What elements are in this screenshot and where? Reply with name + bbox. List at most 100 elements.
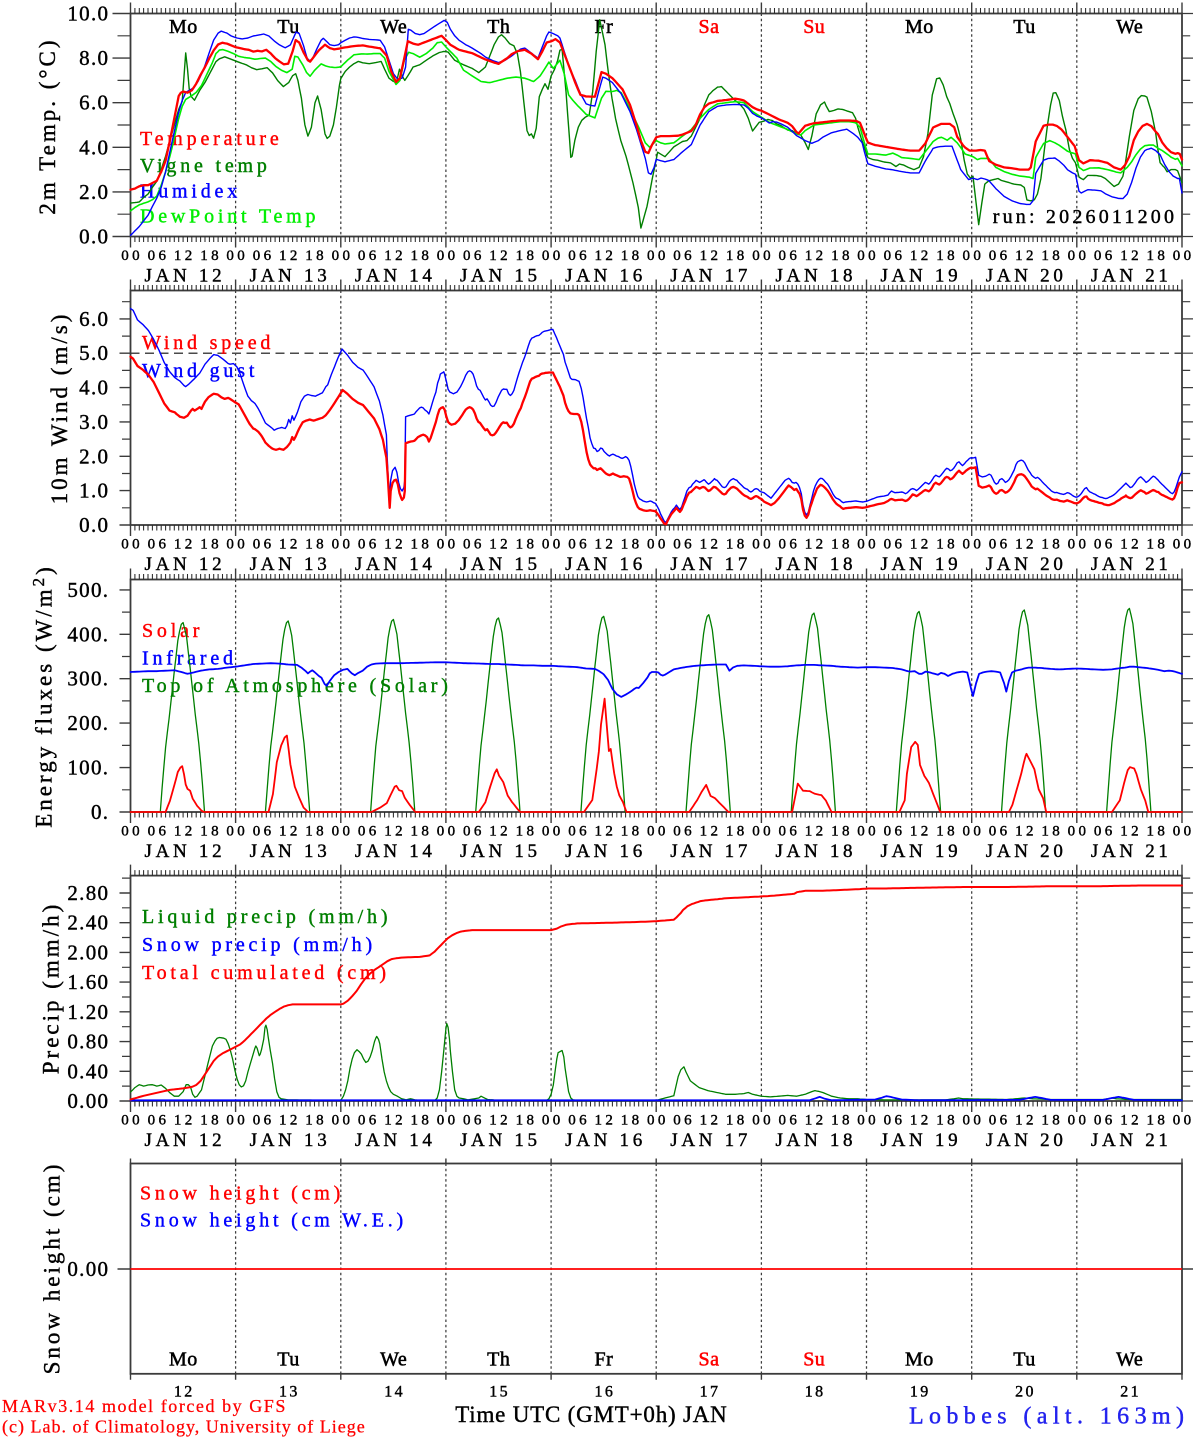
svg-text:JAN 12: JAN 12 [145,554,226,575]
svg-text:JAN 17: JAN 17 [670,841,751,862]
svg-text:Humidex: Humidex [140,181,241,203]
svg-text:Liquid precip (mm/h): Liquid precip (mm/h) [142,906,391,928]
svg-text:18: 18 [305,248,327,264]
svg-text:06: 06 [989,248,1011,264]
svg-text:12: 12 [384,248,406,264]
svg-text:18: 18 [1041,824,1063,840]
svg-text:00: 00 [332,248,354,264]
svg-text:12: 12 [174,537,196,553]
svg-text:18: 18 [1146,537,1168,553]
svg-text:06: 06 [568,1113,590,1129]
svg-text:2.0: 2.0 [79,180,109,204]
svg-text:JAN 20: JAN 20 [986,1130,1067,1151]
svg-text:0.: 0. [91,800,109,824]
svg-text:12: 12 [1120,824,1142,840]
svg-text:1.20: 1.20 [67,1000,109,1024]
svg-text:JAN 19: JAN 19 [881,266,962,287]
svg-text:06: 06 [253,537,275,553]
svg-text:06: 06 [673,824,695,840]
svg-text:12: 12 [174,824,196,840]
svg-text:1.0: 1.0 [79,479,109,503]
svg-text:06: 06 [673,537,695,553]
svg-text:JAN 18: JAN 18 [775,554,856,575]
svg-text:Mo: Mo [905,16,934,38]
svg-text:17: 17 [700,1384,721,1401]
svg-text:12: 12 [489,248,511,264]
svg-text:06: 06 [148,248,170,264]
svg-text:18: 18 [200,537,222,553]
svg-text:00: 00 [226,1113,248,1129]
svg-text:00: 00 [437,824,459,840]
svg-text:00: 00 [1173,824,1194,840]
svg-text:06: 06 [463,248,485,264]
svg-text:12: 12 [805,537,827,553]
svg-text:JAN 17: JAN 17 [670,554,751,575]
svg-text:Solar: Solar [142,620,203,642]
svg-text:00: 00 [437,1113,459,1129]
svg-text:00: 00 [1068,1113,1090,1129]
svg-text:Snow precip (mm/h): Snow precip (mm/h) [142,934,376,956]
svg-text:00: 00 [647,248,669,264]
svg-text:00: 00 [647,1113,669,1129]
svg-text:12: 12 [1120,1113,1142,1129]
svg-text:18: 18 [831,824,853,840]
svg-text:500.: 500. [67,578,109,602]
svg-text:Mo: Mo [169,1349,198,1371]
svg-text:JAN 21: JAN 21 [1091,266,1172,287]
svg-text:00: 00 [226,248,248,264]
svg-text:12: 12 [594,248,616,264]
svg-text:12: 12 [805,248,827,264]
svg-text:06: 06 [463,824,485,840]
svg-text:16: 16 [594,1384,615,1401]
svg-text:Fr: Fr [595,16,614,38]
svg-text:06: 06 [253,248,275,264]
svg-text:0.00: 0.00 [67,1089,109,1113]
svg-text:12: 12 [700,248,722,264]
svg-text:12: 12 [1015,1113,1037,1129]
svg-text:06: 06 [989,824,1011,840]
svg-text:18: 18 [936,537,958,553]
svg-text:JAN 19: JAN 19 [881,841,962,862]
svg-text:00: 00 [437,537,459,553]
svg-text:0.0: 0.0 [79,513,109,537]
svg-text:Tu: Tu [277,16,300,38]
svg-text:4.0: 4.0 [79,376,109,400]
svg-text:00: 00 [752,248,774,264]
svg-text:10.0: 10.0 [67,2,109,26]
svg-text:JAN 17: JAN 17 [670,1130,751,1151]
svg-text:12: 12 [384,824,406,840]
svg-text:10m Wind (m/s): 10m Wind (m/s) [47,312,72,505]
svg-text:15: 15 [489,1384,510,1401]
svg-text:8.0: 8.0 [79,46,109,70]
svg-text:0.40: 0.40 [67,1059,109,1083]
svg-text:Tu: Tu [277,1349,300,1371]
svg-text:12: 12 [700,824,722,840]
svg-text:00: 00 [1068,824,1090,840]
svg-text:We: We [380,16,407,38]
svg-text:18: 18 [621,537,643,553]
svg-text:Snow height (cm W.E.): Snow height (cm W.E.) [140,1210,407,1232]
svg-text:00: 00 [121,537,143,553]
svg-text:JAN 18: JAN 18 [775,266,856,287]
svg-text:Su: Su [803,1349,825,1371]
svg-text:00: 00 [226,824,248,840]
svg-text:18: 18 [516,537,538,553]
svg-text:JAN 13: JAN 13 [250,841,331,862]
svg-text:JAN 17: JAN 17 [670,266,751,287]
svg-text:18: 18 [410,824,432,840]
svg-text:We: We [380,1349,407,1371]
svg-text:0.80: 0.80 [67,1030,109,1054]
svg-text:00: 00 [332,1113,354,1129]
svg-text:JAN 14: JAN 14 [355,554,436,575]
svg-text:00: 00 [752,537,774,553]
svg-text:We: We [1116,16,1143,38]
svg-text:12: 12 [489,824,511,840]
svg-text:JAN 16: JAN 16 [565,266,646,287]
svg-text:JAN 16: JAN 16 [565,841,646,862]
svg-text:18: 18 [305,537,327,553]
svg-text:18: 18 [516,248,538,264]
svg-text:18: 18 [305,1113,327,1129]
svg-text:Sa: Sa [699,1349,720,1371]
svg-text:00: 00 [962,824,984,840]
svg-text:MARv3.14 model forced by GFS: MARv3.14 model forced by GFS [2,1396,287,1416]
